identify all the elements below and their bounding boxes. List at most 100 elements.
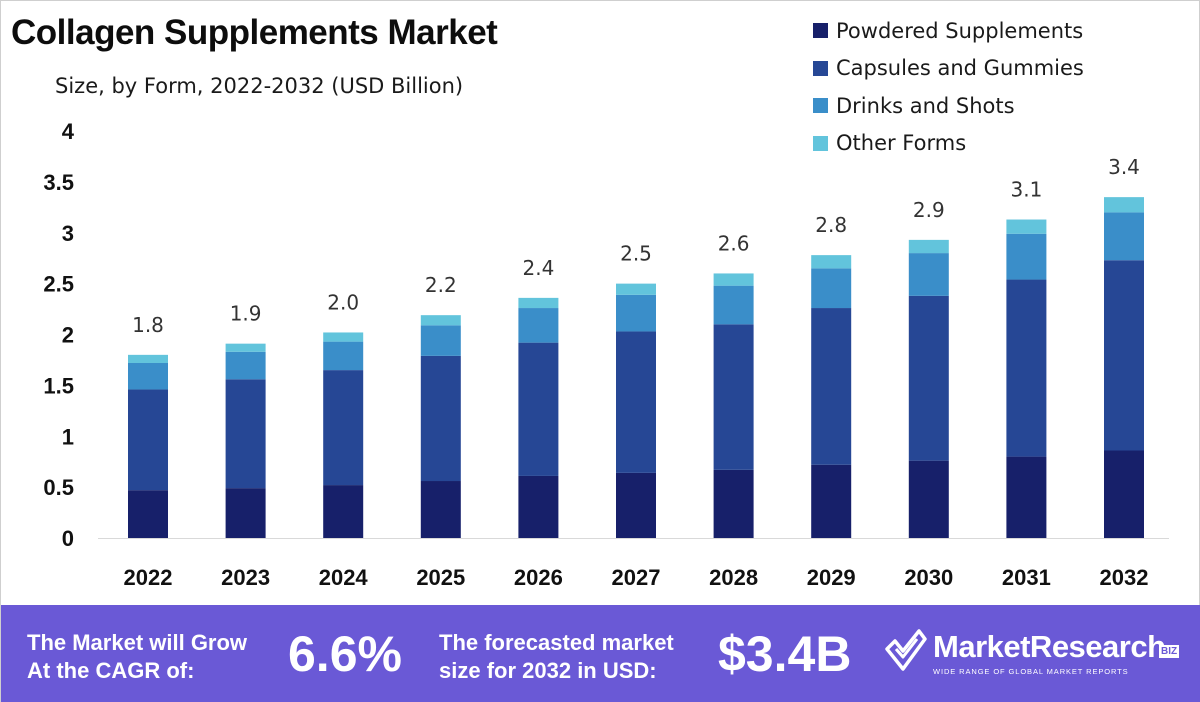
marketresearch-logo: MarketResearch BIZ WIDE RANGE OF GLOBAL … <box>881 627 1191 683</box>
bar-segment-powdered <box>713 469 754 538</box>
y-tick-label: 1.5 <box>43 373 74 398</box>
bar-segment-other <box>128 354 168 363</box>
bar-total-label: 2.2 <box>425 273 457 297</box>
bar-total-label: 2.0 <box>327 290 359 314</box>
bar-segment-other <box>1006 219 1047 234</box>
checkmark-logo-icon <box>885 629 927 671</box>
y-tick-label: 1 <box>62 424 74 449</box>
bar-segment-powdered <box>908 460 949 538</box>
bar-segment-capsules <box>1006 279 1047 457</box>
legend-item-capsules: Capsules and Gummies <box>813 50 1084 88</box>
x-tick-label: 2030 <box>904 565 953 590</box>
y-tick-label: 2 <box>62 323 74 348</box>
bar-segment-powdered <box>1006 456 1047 538</box>
cagr-label-line2: At the CAGR of: <box>27 658 195 683</box>
bar-segment-other <box>518 297 559 309</box>
x-tick-label: 2026 <box>514 565 563 590</box>
logo-tagline: WIDE RANGE OF GLOBAL MARKET REPORTS <box>933 667 1129 676</box>
bar-segment-other <box>908 239 949 254</box>
bar-segment-drinks <box>908 253 949 296</box>
market-size-value: $3.4B <box>718 626 852 682</box>
bar-segment-other <box>616 283 656 295</box>
bar-total-label: 1.8 <box>132 313 164 337</box>
bar-total-label: 2.9 <box>913 198 945 222</box>
bar-segment-powdered <box>616 472 656 538</box>
x-tick-label: 2023 <box>221 565 270 590</box>
legend: Powdered Supplements Capsules and Gummie… <box>813 12 1084 162</box>
cagr-label: The Market will Grow At the CAGR of: <box>27 629 247 685</box>
x-tick-label: 2031 <box>1002 565 1051 590</box>
legend-swatch-other <box>813 135 828 151</box>
bar-segment-powdered <box>420 481 461 538</box>
bar-segment-other <box>713 273 754 286</box>
legend-item-powdered: Powdered Supplements <box>813 12 1084 50</box>
market-size-label-line2: size for 2032 in USD: <box>439 658 657 683</box>
y-tick-label: 3 <box>62 221 74 246</box>
legend-item-drinks: Drinks and Shots <box>813 87 1084 125</box>
bar-segment-capsules <box>616 331 656 473</box>
x-tick-label: 2029 <box>807 565 856 590</box>
bar-total-label: 3.4 <box>1108 155 1140 179</box>
bar-segment-powdered <box>518 475 559 538</box>
y-tick-label: 2.5 <box>43 272 74 297</box>
bar-total-label: 1.9 <box>230 302 262 326</box>
bar-total-label: 2.5 <box>620 242 652 266</box>
bar-segment-powdered <box>811 464 852 538</box>
y-tick-label: 0.5 <box>43 475 74 500</box>
chart-subtitle: Size, by Form, 2022-2032 (USD Billion) <box>55 74 464 98</box>
stacked-bar-chart: 0 0.5 1 1.5 2 2.5 3 3.5 4 1.8 2022 1.9 2023 2.0 2024 2.… <box>43 119 1169 590</box>
y-tick-label: 3.5 <box>43 170 74 195</box>
bar-segment-capsules <box>1104 260 1144 451</box>
x-tick-label: 2032 <box>1100 565 1149 590</box>
legend-label-powdered: Powdered Supplements <box>836 18 1084 43</box>
bar-segment-other <box>811 255 852 269</box>
bar-segment-powdered <box>128 490 168 538</box>
bar-segment-capsules <box>225 379 266 489</box>
bar-segment-drinks <box>420 325 461 356</box>
bar-segment-capsules <box>420 355 461 482</box>
bar-segment-capsules <box>713 324 754 470</box>
bar-segment-drinks <box>616 294 656 332</box>
bar-segment-other <box>323 332 364 342</box>
bar-segment-drinks <box>713 285 754 325</box>
bar-segment-powdered <box>225 488 266 538</box>
x-tick-label: 2025 <box>416 565 465 590</box>
bar-segment-other <box>1104 197 1144 213</box>
bar-segment-powdered <box>323 485 364 538</box>
bar-total-label: 2.8 <box>815 213 847 237</box>
bar-segment-powdered <box>1104 450 1144 538</box>
bar-segment-drinks <box>323 341 364 371</box>
logo-badge: BIZ <box>1159 645 1180 658</box>
y-tick-label: 4 <box>62 119 75 144</box>
legend-label-other: Other Forms <box>836 131 967 156</box>
y-tick-label: 0 <box>62 526 74 551</box>
market-size-label-line1: The forecasted market <box>439 630 674 655</box>
bar-segment-capsules <box>908 295 949 461</box>
legend-swatch-drinks <box>813 98 828 114</box>
legend-swatch-capsules <box>813 60 828 76</box>
legend-item-other: Other Forms <box>813 125 1084 163</box>
x-tick-label: 2024 <box>319 565 369 590</box>
x-tick-label: 2028 <box>709 565 758 590</box>
x-tick-label: 2022 <box>124 565 173 590</box>
chart-title: Collagen Supplements Market <box>11 13 498 52</box>
bar-segment-drinks <box>1006 233 1047 280</box>
bar-segment-other <box>420 315 461 326</box>
bar-segment-other <box>225 343 266 352</box>
footer-banner: The Market will Grow At the CAGR of: 6.6… <box>1 605 1200 702</box>
bar-total-label: 2.6 <box>718 231 750 255</box>
bar-segment-capsules <box>323 370 364 486</box>
bar-segment-drinks <box>225 351 266 380</box>
bar-segment-capsules <box>128 389 168 491</box>
bar-segment-drinks <box>1104 212 1144 261</box>
bar-total-label: 2.4 <box>522 256 554 280</box>
cagr-value: 6.6% <box>288 626 402 682</box>
bar-segment-drinks <box>518 308 559 343</box>
logo-name: MarketResearch <box>933 629 1166 664</box>
bar-segment-drinks <box>128 362 168 390</box>
bar-segment-capsules <box>811 308 852 465</box>
x-tick-label: 2027 <box>612 565 661 590</box>
market-size-label: The forecasted market size for 2032 in U… <box>439 629 674 685</box>
legend-label-drinks: Drinks and Shots <box>836 93 1015 118</box>
